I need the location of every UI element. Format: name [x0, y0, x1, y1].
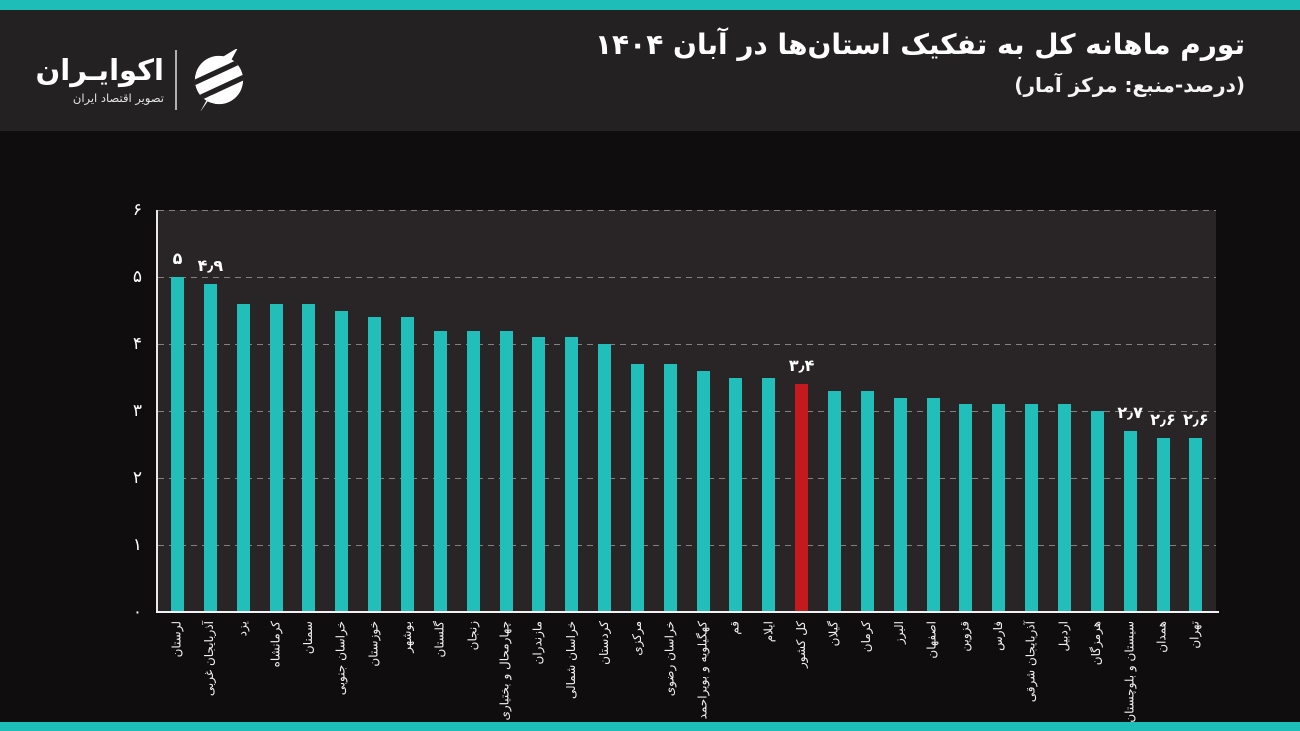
bar — [959, 404, 973, 612]
bar — [433, 330, 447, 612]
y-tick-label: ۰ — [132, 602, 142, 622]
x-axis-line — [156, 611, 1219, 613]
brand-tagline: تصویر اقتصاد ایران — [72, 90, 164, 105]
ecoiran-logo-icon — [188, 49, 250, 111]
bar — [1090, 411, 1104, 612]
bar — [400, 317, 414, 612]
y-tick-label: ۲ — [132, 468, 142, 488]
bar — [203, 283, 217, 612]
header-titles: تورم ماهانه کل به تفکیک استان‌ها در آبان… — [595, 26, 1245, 97]
header: تورم ماهانه کل به تفکیک استان‌ها در آبان… — [0, 10, 1300, 131]
bar — [795, 384, 809, 612]
gridline — [158, 277, 1216, 278]
bar-value-label: ۲٫۶ — [1183, 409, 1209, 429]
y-tick-label: ۶ — [132, 200, 142, 220]
gridline — [158, 478, 1216, 479]
top-accent-strip — [0, 0, 1300, 10]
brand-name: اکوایـران — [35, 53, 164, 88]
bar-value-label: ۳٫۴ — [788, 356, 815, 376]
bar — [860, 390, 874, 612]
gridline — [158, 411, 1216, 412]
page-title: تورم ماهانه کل به تفکیک استان‌ها در آبان… — [594, 28, 1245, 61]
bar — [696, 370, 710, 612]
bar — [1057, 404, 1071, 612]
bar — [269, 303, 283, 612]
bar-value-label: ۲٫۶ — [1150, 409, 1176, 429]
logo-divider — [175, 50, 177, 110]
plot-area: ۵ ۴٫۹ ۳٫۴ ۲٫۷ ۲٫۶ ۲٫۶ — [158, 210, 1216, 612]
bar — [893, 397, 907, 612]
bar — [926, 397, 940, 612]
bar — [729, 377, 743, 612]
bar — [1123, 431, 1137, 612]
bar — [171, 277, 184, 612]
brand-text: اکوایـران تصویر اقتصاد ایران — [35, 53, 164, 105]
bar-value-label: ۲٫۷ — [1117, 403, 1143, 423]
y-axis-line — [156, 210, 158, 613]
bar — [828, 390, 841, 612]
bar — [335, 310, 349, 612]
y-tick-label: ۵ — [132, 267, 142, 287]
bar-value-label: ۵ — [172, 249, 183, 268]
gridline — [158, 545, 1216, 546]
bar — [1025, 404, 1039, 612]
bar — [1189, 437, 1203, 612]
bar — [236, 303, 250, 612]
bar — [762, 377, 776, 612]
bar — [1156, 437, 1170, 612]
page-subtitle: (درصد-منبع: مرکز آمار) — [1014, 72, 1245, 97]
bar — [630, 364, 644, 612]
bar — [466, 330, 480, 612]
bar — [368, 317, 382, 612]
y-tick-label: ۳ — [132, 401, 142, 421]
gridline — [158, 344, 1216, 345]
bar — [565, 337, 579, 612]
bar — [598, 344, 612, 612]
bar-value-label: ۴٫۹ — [197, 255, 224, 275]
brand-logo: اکوایـران تصویر اقتصاد ایران — [35, 34, 250, 126]
bottom-accent-strip — [0, 722, 1300, 731]
bar — [532, 337, 546, 612]
bar — [663, 364, 677, 612]
bar — [992, 404, 1006, 612]
gridline — [158, 210, 1216, 211]
bar — [499, 330, 513, 612]
bar — [302, 303, 316, 612]
y-tick-label: ۱ — [132, 535, 142, 555]
y-tick-label: ۴ — [132, 334, 142, 354]
